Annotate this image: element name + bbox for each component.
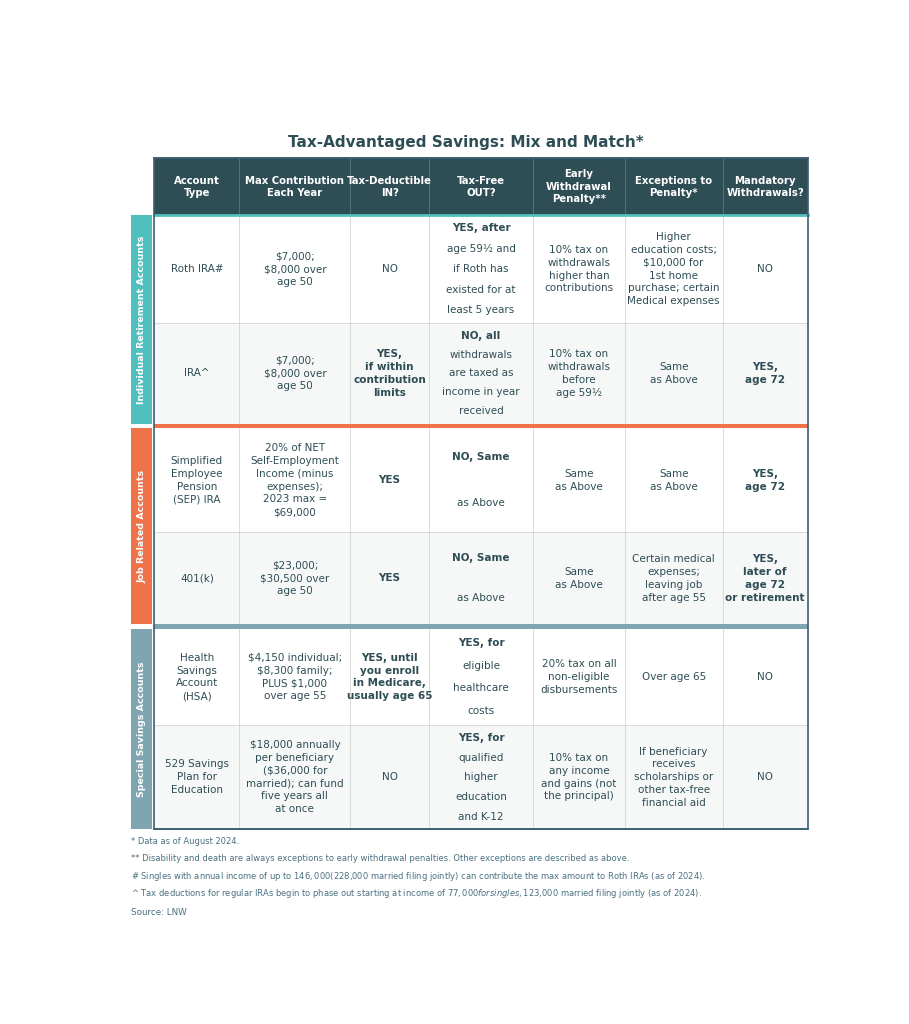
Text: 20% tax on all
non-eligible
disbursements: 20% tax on all non-eligible disbursement… xyxy=(540,659,617,695)
Bar xyxy=(155,424,807,428)
Text: healthcare: healthcare xyxy=(453,683,509,693)
Text: education: education xyxy=(455,792,507,802)
Text: 529 Savings
Plan for
Education: 529 Savings Plan for Education xyxy=(165,760,229,795)
Text: if Roth has: if Roth has xyxy=(454,264,509,274)
Text: Certain medical
expenses;
leaving job
after age 55: Certain medical expenses; leaving job af… xyxy=(633,554,715,602)
Text: Special Savings Accounts: Special Savings Accounts xyxy=(137,662,146,797)
Text: Source: LNW: Source: LNW xyxy=(131,908,187,918)
Text: NO: NO xyxy=(757,672,773,682)
Text: Account
Type: Account Type xyxy=(174,175,220,198)
Text: Same
as Above: Same as Above xyxy=(650,469,697,492)
Bar xyxy=(155,725,807,829)
Text: NO, all: NO, all xyxy=(462,331,501,341)
Text: withdrawals: withdrawals xyxy=(450,349,513,359)
Text: as Above: as Above xyxy=(457,498,504,508)
Text: Same
as Above: Same as Above xyxy=(650,362,697,385)
Bar xyxy=(155,532,807,625)
Bar xyxy=(155,215,807,324)
Text: Early
Withdrawal
Penalty**: Early Withdrawal Penalty** xyxy=(546,169,612,204)
Text: YES, for: YES, for xyxy=(458,638,504,648)
Text: IRA^: IRA^ xyxy=(185,369,210,379)
Text: $18,000 annually
per beneficiary
($36,000 for
married); can fund
five years all
: $18,000 annually per beneficiary ($36,00… xyxy=(246,740,344,814)
Text: NO: NO xyxy=(382,772,397,782)
Text: Simplified
Employee
Pension
(SEP) IRA: Simplified Employee Pension (SEP) IRA xyxy=(171,456,223,505)
Text: NO: NO xyxy=(757,772,773,782)
Bar xyxy=(131,428,153,625)
Text: If beneficiary
receives
scholarships or
other tax-free
financial aid: If beneficiary receives scholarships or … xyxy=(634,746,714,808)
Text: higher: higher xyxy=(464,772,498,782)
Text: received: received xyxy=(459,407,504,417)
Text: Job Related Accounts: Job Related Accounts xyxy=(137,470,146,583)
Text: Over age 65: Over age 65 xyxy=(642,672,705,682)
Text: Health
Savings
Account
(HSA): Health Savings Account (HSA) xyxy=(175,653,218,701)
Text: Exceptions to
Penalty*: Exceptions to Penalty* xyxy=(635,175,713,198)
Text: Tax-Advantaged Savings: Mix and Match*: Tax-Advantaged Savings: Mix and Match* xyxy=(288,135,644,151)
Text: 10% tax on
withdrawals
before
age 59½: 10% tax on withdrawals before age 59½ xyxy=(547,349,611,397)
Text: 401(k): 401(k) xyxy=(180,573,214,584)
Text: age 59½ and: age 59½ and xyxy=(446,244,515,254)
Text: NO: NO xyxy=(382,264,397,274)
Text: 10% tax on
withdrawals
higher than
contributions: 10% tax on withdrawals higher than contr… xyxy=(544,245,614,294)
Text: NO, Same: NO, Same xyxy=(453,453,510,463)
Text: $23,000;
$30,500 over
age 50: $23,000; $30,500 over age 50 xyxy=(260,560,330,596)
Text: YES, until
you enroll
in Medicare,
usually age 65: YES, until you enroll in Medicare, usual… xyxy=(347,653,433,701)
Text: ** Disability and death are always exceptions to early withdrawal penalties. Oth: ** Disability and death are always excep… xyxy=(131,854,630,863)
Text: # Singles with annual income of up to $146,000 ($228,000 married filing jointly): # Singles with annual income of up to $1… xyxy=(131,870,705,884)
Text: least 5 years: least 5 years xyxy=(447,305,514,315)
Text: qualified: qualified xyxy=(458,753,504,763)
Text: Roth IRA#: Roth IRA# xyxy=(171,264,224,274)
Text: and K-12: and K-12 xyxy=(458,812,504,821)
Text: YES: YES xyxy=(378,573,401,584)
Bar xyxy=(131,215,153,424)
Text: $4,150 individual;
$8,300 family;
PLUS $1,000
over age 55: $4,150 individual; $8,300 family; PLUS $… xyxy=(248,653,342,701)
Text: Individual Retirement Accounts: Individual Retirement Accounts xyxy=(137,236,146,403)
Text: income in year: income in year xyxy=(442,387,520,397)
Text: NO: NO xyxy=(757,264,773,274)
Bar xyxy=(155,629,807,725)
Text: * Data as of August 2024.: * Data as of August 2024. xyxy=(131,838,239,846)
Bar xyxy=(155,324,807,424)
Bar xyxy=(155,428,807,532)
Bar xyxy=(155,159,807,215)
Text: YES,
age 72: YES, age 72 xyxy=(745,362,785,385)
Text: Same
as Above: Same as Above xyxy=(555,567,603,590)
Text: Tax-Deductible
IN?: Tax-Deductible IN? xyxy=(347,175,432,198)
Text: YES,
age 72: YES, age 72 xyxy=(745,469,785,492)
Text: Mandatory
Withdrawals?: Mandatory Withdrawals? xyxy=(726,175,804,198)
Text: Higher
education costs;
$10,000 for
1st home
purchase; certain
Medical expenses: Higher education costs; $10,000 for 1st … xyxy=(627,232,720,306)
Text: costs: costs xyxy=(467,706,494,716)
Text: 10% tax on
any income
and gains (not
the principal): 10% tax on any income and gains (not the… xyxy=(541,753,616,802)
Text: $7,000;
$8,000 over
age 50: $7,000; $8,000 over age 50 xyxy=(264,252,326,287)
Text: ^ Tax deductions for regular IRAs begin to phase out starting at income of $77,0: ^ Tax deductions for regular IRAs begin … xyxy=(131,887,702,900)
Text: eligible: eligible xyxy=(462,660,500,671)
Text: 20% of NET
Self-Employment
Income (minus
expenses);
2023 max =
$69,000: 20% of NET Self-Employment Income (minus… xyxy=(251,443,339,517)
Text: NO, Same: NO, Same xyxy=(453,553,510,563)
Text: $7,000;
$8,000 over
age 50: $7,000; $8,000 over age 50 xyxy=(264,355,326,391)
Bar xyxy=(155,159,807,829)
Text: YES: YES xyxy=(378,475,401,485)
Text: are taxed as: are taxed as xyxy=(449,369,514,379)
Text: existed for at: existed for at xyxy=(446,285,515,295)
Text: YES, after: YES, after xyxy=(452,223,510,233)
Text: Same
as Above: Same as Above xyxy=(555,469,603,492)
Text: YES,
if within
contribution
limits: YES, if within contribution limits xyxy=(354,349,426,397)
Bar xyxy=(131,629,153,829)
Bar xyxy=(155,625,807,629)
Text: Tax-Free
OUT?: Tax-Free OUT? xyxy=(457,175,505,198)
Text: YES, for: YES, for xyxy=(458,733,504,742)
Text: as Above: as Above xyxy=(457,594,504,603)
Text: YES,
later of
age 72
or retirement: YES, later of age 72 or retirement xyxy=(725,554,804,602)
Text: Max Contribution
Each Year: Max Contribution Each Year xyxy=(245,175,345,198)
